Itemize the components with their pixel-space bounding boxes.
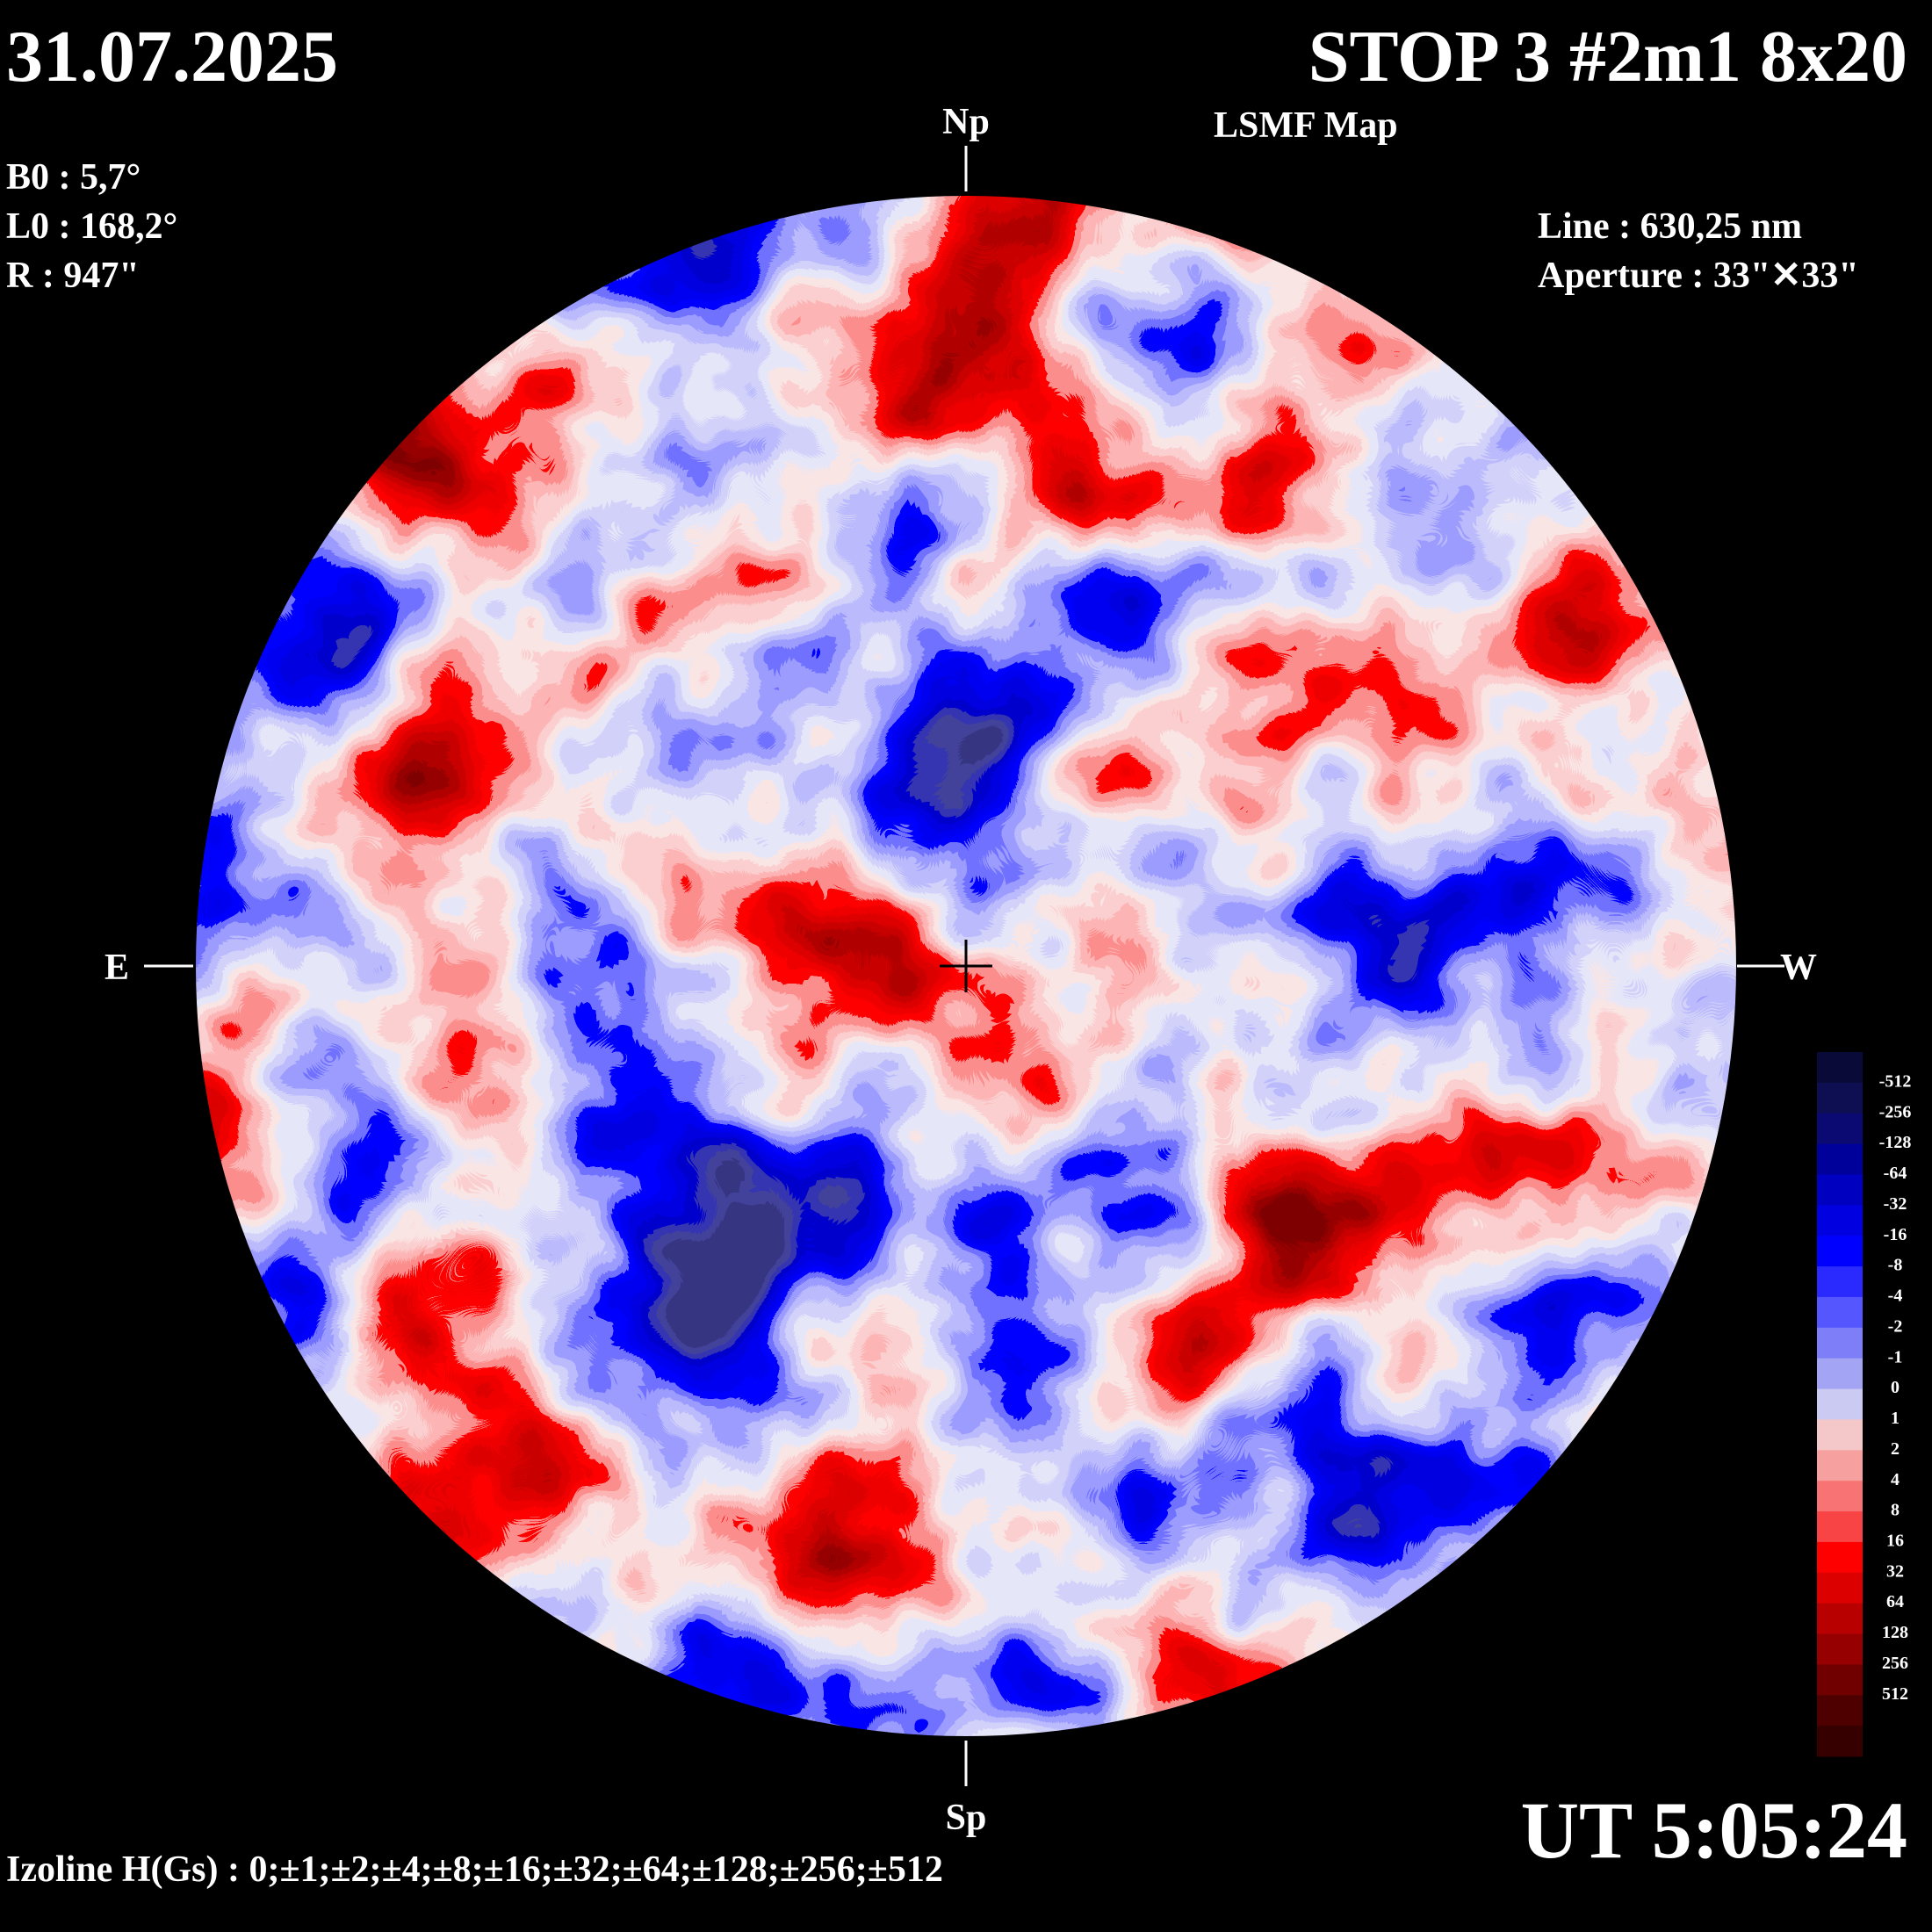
time: UT 5:05:24	[1521, 1785, 1907, 1875]
colorbar-label: 512	[1882, 1684, 1908, 1704]
param: Line : 630,25 nm	[1538, 206, 1802, 247]
param: B0 : 5,7°	[6, 157, 141, 198]
colorbar-band	[1817, 1236, 1863, 1267]
param: Aperture : 33"✕33"	[1538, 256, 1859, 296]
colorbar-band	[1817, 1388, 1863, 1420]
colorbar-band	[1817, 1541, 1863, 1574]
colorbar-band	[1817, 1266, 1863, 1298]
colorbar-band	[1817, 1695, 1863, 1727]
colorbar-band	[1817, 1664, 1863, 1696]
colorbar-label: 64	[1886, 1592, 1904, 1611]
colorbar-band	[1817, 1481, 1863, 1512]
colorbar-label: -32	[1884, 1194, 1907, 1214]
colorbar-band	[1817, 1143, 1863, 1175]
date: 31.07.2025	[6, 16, 338, 97]
colorbar-band	[1817, 1327, 1863, 1359]
colorbar-label: -64	[1884, 1164, 1907, 1183]
title: STOP 3 #2m1 8x20	[1308, 16, 1907, 97]
colorbar-label: -2	[1888, 1316, 1903, 1336]
colorbar-label: 128	[1882, 1623, 1908, 1642]
colorbar-label: -8	[1888, 1256, 1903, 1275]
colorbar-band	[1817, 1511, 1863, 1543]
colorbar-band	[1817, 1174, 1863, 1206]
colorbar-band	[1817, 1419, 1863, 1451]
colorbar-band	[1817, 1726, 1863, 1757]
colorbar-label: -4	[1888, 1287, 1903, 1306]
colorbar-band	[1817, 1572, 1863, 1604]
izolines: Izoline H(Gs) : 0;±1;±2;±4;±8;±16;±32;±6…	[6, 1849, 943, 1890]
colorbar-band	[1817, 1296, 1863, 1329]
colorbar: -512 -256 -128 -64 -32 -16 -8 -4 -2 -1 0 1 2 4 8 16 32 64…	[1817, 1052, 1911, 1757]
param: R : 947"	[6, 256, 140, 296]
colorbar-band	[1817, 1633, 1863, 1665]
compass-label: Sp	[946, 1798, 987, 1838]
colorbar-label: -256	[1879, 1102, 1912, 1121]
colorbar-label: -512	[1879, 1071, 1912, 1091]
colorbar-label: -128	[1879, 1133, 1912, 1152]
colorbar-band	[1817, 1450, 1863, 1481]
center-cross	[940, 940, 992, 992]
compass-ticks	[144, 146, 1784, 1786]
subtitle: LSMF Map	[1214, 105, 1398, 146]
colorbar-band	[1817, 1205, 1863, 1236]
colorbar-band	[1817, 1082, 1863, 1114]
colorbar-label: -16	[1884, 1225, 1907, 1244]
colorbar-label: 0	[1891, 1378, 1900, 1397]
colorbar-label: 1	[1891, 1409, 1900, 1428]
colorbar-band	[1817, 1113, 1863, 1145]
colorbar-label: 8	[1891, 1501, 1900, 1520]
compass-label: Np	[942, 102, 990, 142]
colorbar-label: 256	[1882, 1654, 1908, 1673]
colorbar-band	[1817, 1603, 1863, 1635]
compass-label: W	[1780, 948, 1817, 988]
colorbar-label: 4	[1891, 1470, 1900, 1489]
compass-label: E	[105, 948, 129, 988]
colorbar-label: -1	[1888, 1347, 1903, 1366]
colorbar-label: 32	[1886, 1561, 1904, 1581]
param: L0 : 168,2°	[6, 206, 177, 247]
colorbar-label: 16	[1886, 1532, 1904, 1551]
colorbar-label: 2	[1891, 1439, 1900, 1459]
colorbar-band	[1817, 1358, 1863, 1390]
colorbar-band	[1817, 1052, 1863, 1084]
